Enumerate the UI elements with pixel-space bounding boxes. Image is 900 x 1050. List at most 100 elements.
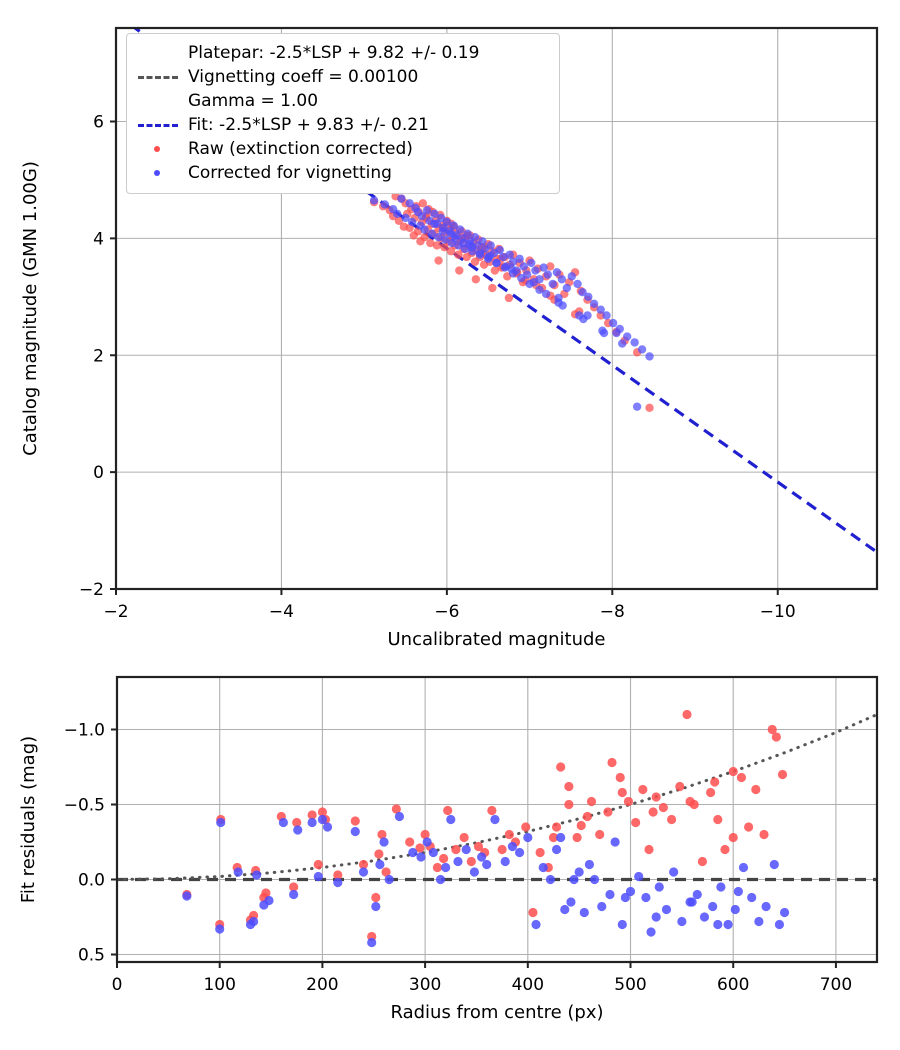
legend-row: Platepar: -2.5*LSP + 9.82 +/- 0.19: [136, 41, 550, 65]
data-point: [278, 817, 288, 828]
data-point: [497, 844, 507, 855]
data-point: [508, 257, 518, 266]
data-point: [379, 837, 389, 847]
data-point: [350, 826, 360, 837]
x-tick-label: −8: [600, 602, 625, 622]
data-point: [500, 856, 510, 867]
legend-row: Vignetting coeff = 0.00100: [136, 65, 550, 89]
data-point: [713, 814, 723, 825]
legend-dashed-line-blue: [138, 124, 178, 127]
y-tick-label: −0.5: [64, 796, 105, 816]
y-axis-label: Fit residuals (mag): [18, 736, 39, 903]
data-point: [598, 326, 607, 335]
data-point: [507, 841, 518, 852]
data-point: [612, 328, 621, 338]
legend-label: Vignetting coeff = 0.00100: [188, 67, 419, 87]
data-point: [441, 235, 450, 244]
vignetting-curve: [117, 713, 877, 881]
data-point: [422, 837, 432, 847]
data-point: [730, 904, 740, 915]
data-point: [596, 305, 605, 314]
data-point: [551, 822, 562, 832]
data-point: [435, 874, 446, 885]
magnitude-calibration-svg: −2 −4 −6 −8 −10 −2 0 2 4 6 Uncalibrated magnitude C…: [20, 26, 879, 650]
data-point: [595, 829, 605, 840]
data-point: [307, 810, 317, 820]
scatter-series: [369, 194, 654, 411]
data-point: [644, 844, 654, 855]
data-point: [617, 787, 627, 798]
data-point: [476, 852, 487, 862]
data-point: [401, 213, 410, 223]
scatter-series: [182, 709, 788, 942]
data-point: [769, 859, 779, 870]
data-point: [440, 242, 449, 252]
y-tick-label: 4: [93, 229, 104, 249]
data-point: [615, 772, 625, 783]
data-point: [490, 814, 500, 825]
data-point: [582, 811, 592, 822]
data-point: [430, 219, 439, 228]
data-point: [322, 822, 333, 832]
data-point: [415, 843, 425, 853]
data-point: [706, 787, 716, 798]
data-point: [771, 732, 781, 742]
data-point: [393, 209, 402, 219]
x-tick-label: 400: [512, 975, 544, 995]
data-point: [473, 841, 484, 852]
data-point: [618, 339, 627, 348]
data-point: [438, 853, 449, 864]
magnitude-calibration-panel: −2 −4 −6 −8 −10 −2 0 2 4 6 Uncalibrated magnitude C…: [20, 26, 879, 650]
data-point: [438, 227, 447, 236]
data-point: [233, 867, 243, 877]
data-point: [418, 199, 428, 208]
data-point: [461, 844, 471, 855]
data-point: [744, 822, 754, 832]
data-point: [407, 217, 417, 227]
data-point: [557, 275, 567, 284]
data-point: [422, 206, 432, 215]
data-point: [463, 229, 472, 238]
data-point: [597, 901, 607, 912]
data-point: [538, 862, 548, 873]
data-point: [434, 256, 443, 265]
legend-dashed-line-gray: [138, 76, 178, 79]
data-point: [759, 829, 769, 840]
data-point: [567, 272, 576, 281]
legend-label: Gamma = 1.00: [188, 91, 319, 111]
data-point: [733, 886, 743, 897]
data-point: [469, 867, 480, 877]
data-point: [713, 919, 723, 930]
data-point: [350, 816, 360, 826]
fit-line: [132, 28, 877, 554]
data-point: [485, 251, 495, 261]
legend-key-fit: [136, 115, 180, 135]
data-point: [610, 837, 620, 847]
y-axis-label: Catalog magnitude (GMN 1.00G): [20, 161, 41, 456]
data-point: [645, 352, 654, 361]
data-point: [646, 927, 656, 937]
data-point: [264, 895, 274, 906]
data-point: [575, 311, 584, 320]
data-point: [446, 814, 456, 825]
data-point: [602, 311, 611, 320]
x-tick-label: −4: [269, 602, 294, 622]
data-point: [738, 862, 749, 873]
data-point: [465, 240, 475, 249]
data-point: [569, 874, 579, 885]
legend-marker-blue: [154, 170, 160, 176]
data-point: [579, 907, 589, 918]
data-point: [487, 805, 497, 816]
data-point: [669, 867, 679, 877]
data-point: [486, 241, 495, 250]
data-point: [367, 937, 377, 948]
x-tick-label: −6: [434, 602, 459, 622]
data-point: [504, 293, 514, 303]
legend-key-empty: [136, 43, 180, 63]
data-point: [584, 292, 593, 302]
data-point: [692, 889, 702, 900]
data-point: [634, 871, 644, 882]
data-point: [427, 229, 437, 238]
data-point: [504, 829, 514, 840]
data-point: [369, 196, 379, 205]
